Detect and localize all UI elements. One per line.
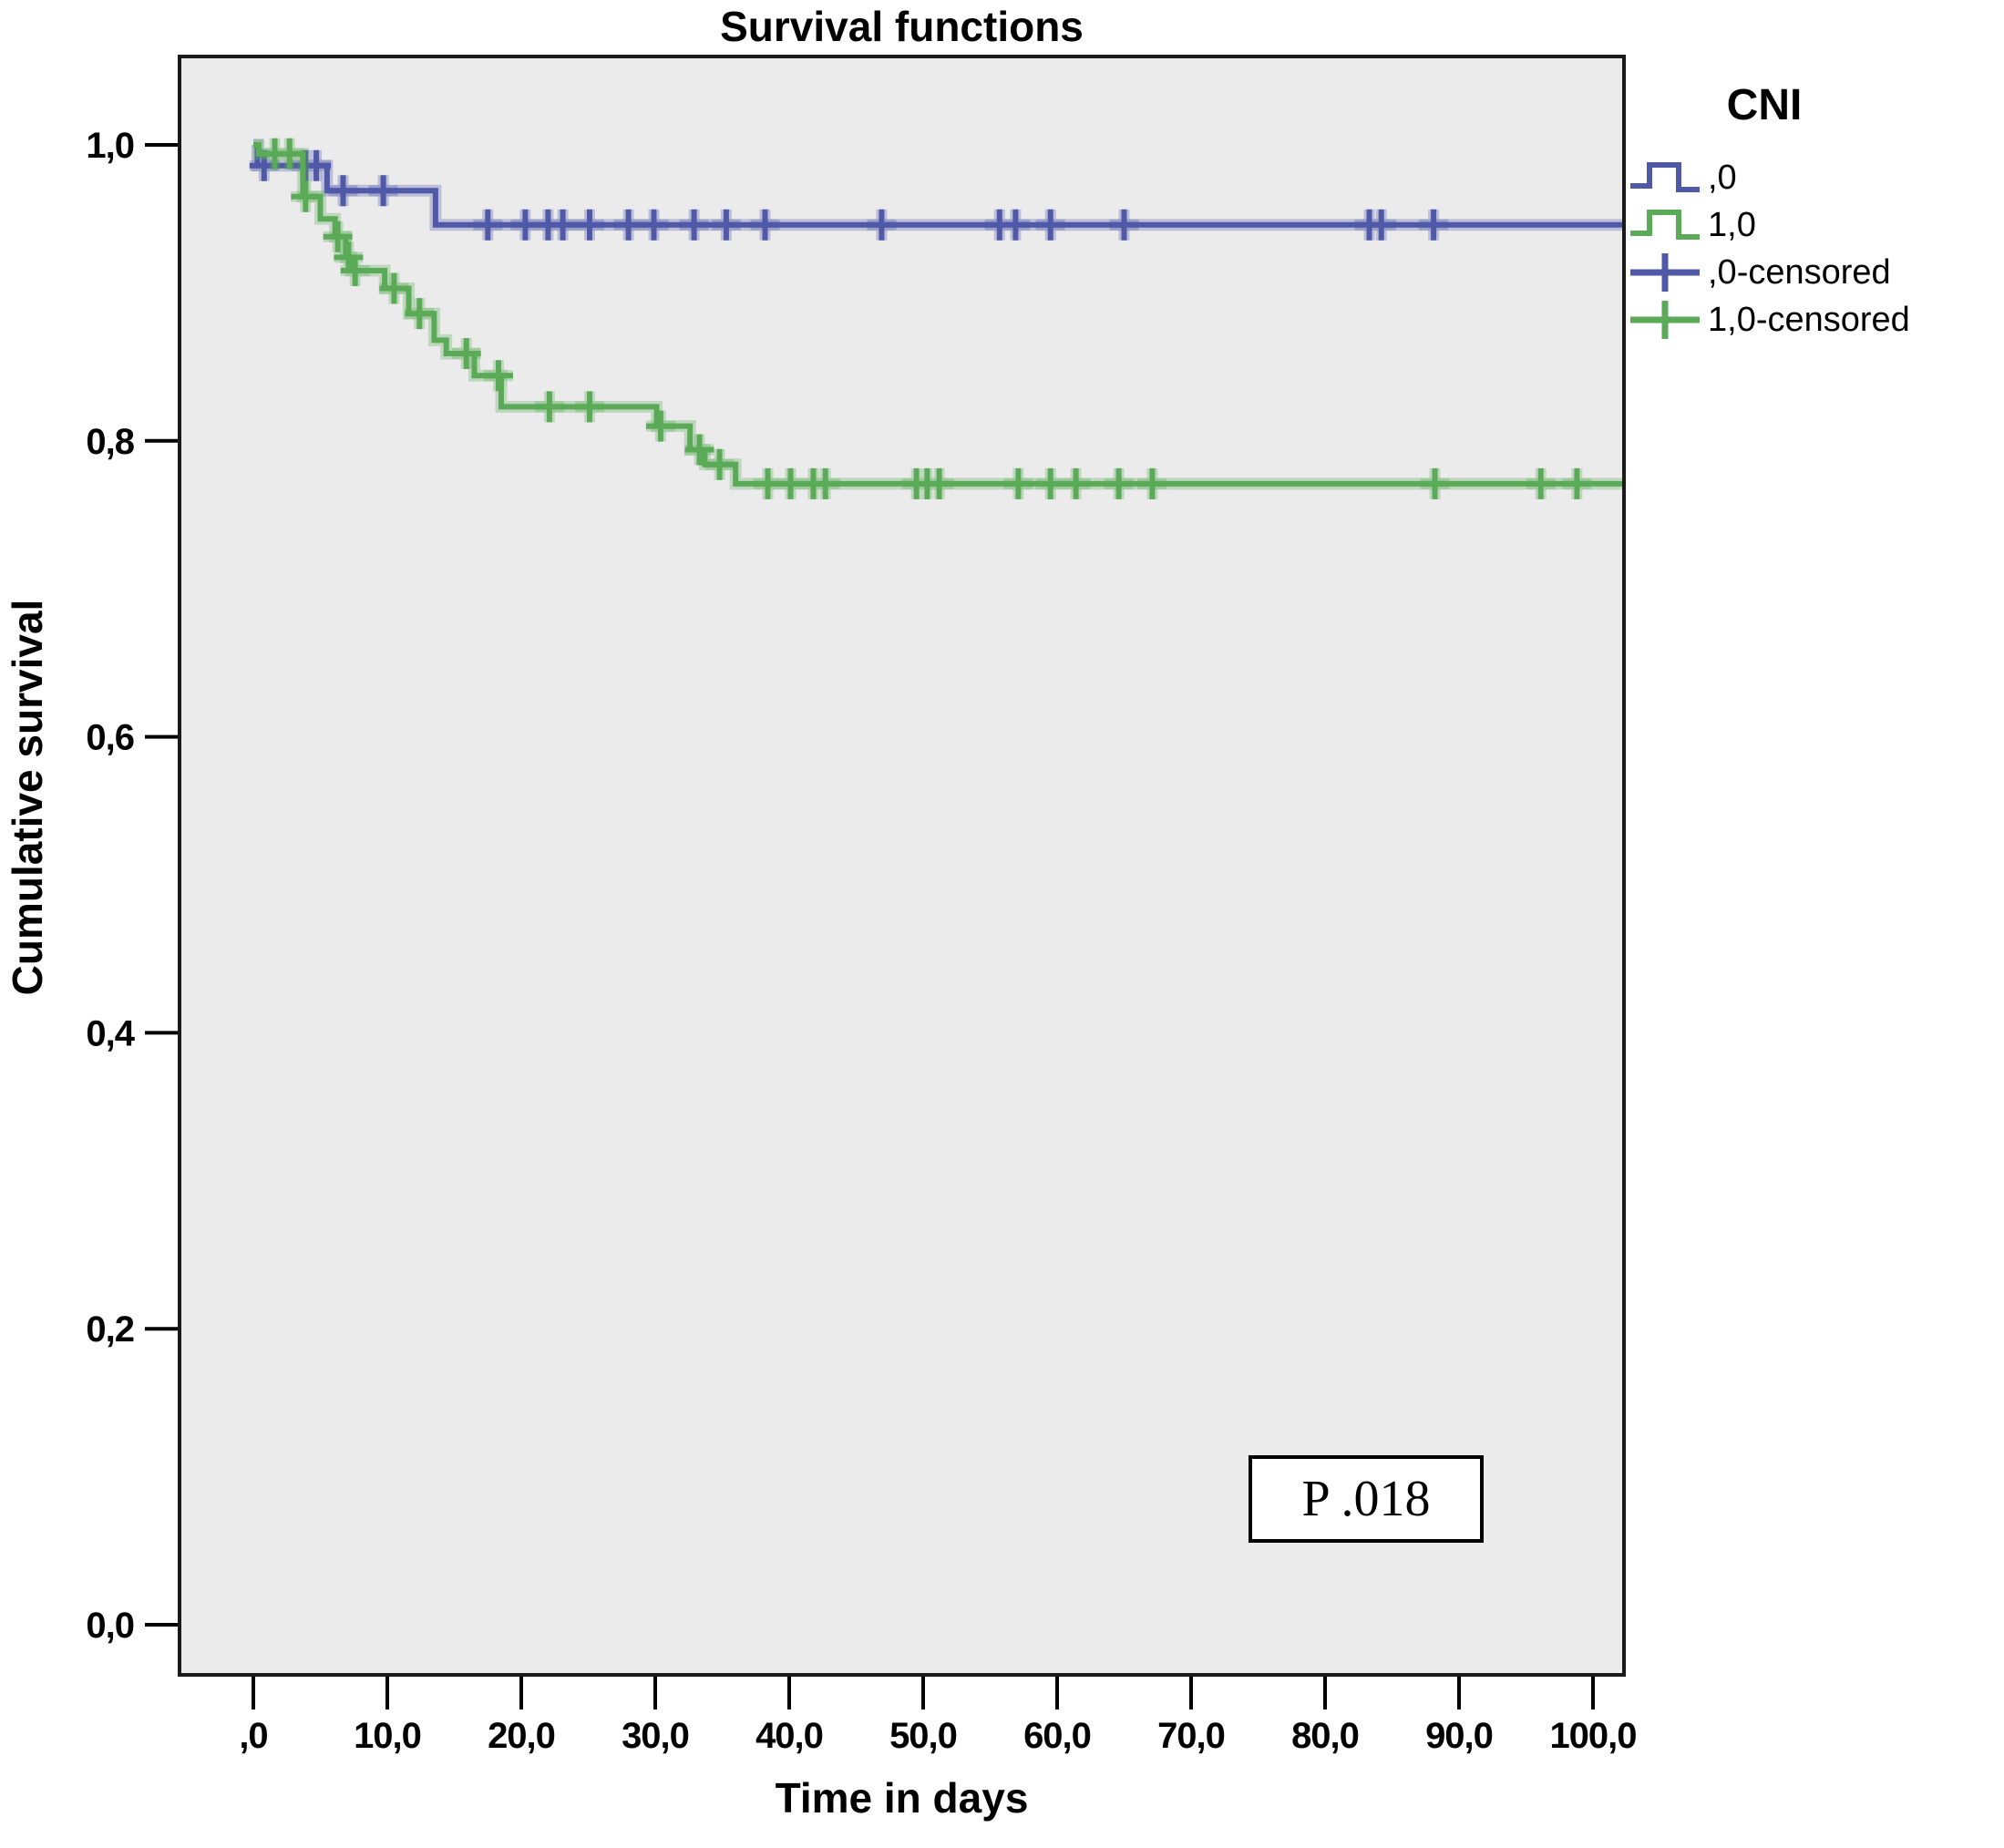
x-tick-label: 50,0 bbox=[889, 1716, 957, 1756]
censor-marks-1 bbox=[260, 138, 1592, 499]
x-tick-label: 90,0 bbox=[1425, 1716, 1493, 1756]
x-tick-label: 10,0 bbox=[354, 1716, 421, 1756]
step-line-icon bbox=[1630, 162, 1700, 192]
legend-label: ,0-censored bbox=[1708, 252, 1891, 292]
legend-item-group1: 1,0 bbox=[1628, 201, 2003, 249]
y-tick-label: 0,4 bbox=[86, 1013, 135, 1053]
x-tick-label: 30,0 bbox=[622, 1716, 689, 1756]
y-tick-label: 0,0 bbox=[86, 1606, 134, 1646]
p-value-text: P .018 bbox=[1301, 1471, 1431, 1527]
y-tick-label: 1,0 bbox=[86, 126, 134, 166]
y-tick-label: 0,8 bbox=[86, 422, 134, 462]
legend-item-group1-censored: 1,0-censored bbox=[1628, 296, 2003, 344]
x-tick-label: 20,0 bbox=[488, 1716, 555, 1756]
legend-label: 1,0 bbox=[1708, 205, 1756, 244]
legend-item-group0: ,0 bbox=[1628, 154, 2003, 201]
step-line-icon bbox=[1630, 210, 1700, 240]
y-axis-title: Cumulative survival bbox=[4, 599, 51, 996]
plot-frame bbox=[178, 55, 1626, 1677]
legend-label: ,0 bbox=[1708, 158, 1737, 197]
y-tick-label: 0,2 bbox=[86, 1309, 134, 1350]
y-tick-label: 0,6 bbox=[86, 718, 134, 758]
p-value-box: P .018 bbox=[1249, 1455, 1484, 1543]
chart-title: Survival functions bbox=[720, 3, 1084, 50]
legend-title: CNI bbox=[1726, 81, 1803, 129]
censor-plus-icon bbox=[1630, 301, 1700, 339]
x-tick-label: ,0 bbox=[239, 1716, 267, 1756]
censor-marks-0 bbox=[249, 149, 1449, 241]
x-tick-label: 100,0 bbox=[1549, 1716, 1636, 1756]
x-tick-label: 60,0 bbox=[1023, 1716, 1091, 1756]
x-axis-title: Time in days bbox=[775, 1774, 1029, 1822]
x-tick-label: 80,0 bbox=[1291, 1716, 1359, 1756]
x-tick-label: 70,0 bbox=[1157, 1716, 1225, 1756]
censor-plus-icon bbox=[1630, 253, 1700, 292]
x-tick-label: 40,0 bbox=[755, 1716, 823, 1756]
legend-item-group0-censored: ,0-censored bbox=[1628, 249, 2003, 296]
legend-label: 1,0-censored bbox=[1708, 300, 1910, 339]
legend: CNI ,0 1,0 ,0-censored 1,0-censored bbox=[1628, 80, 2003, 344]
